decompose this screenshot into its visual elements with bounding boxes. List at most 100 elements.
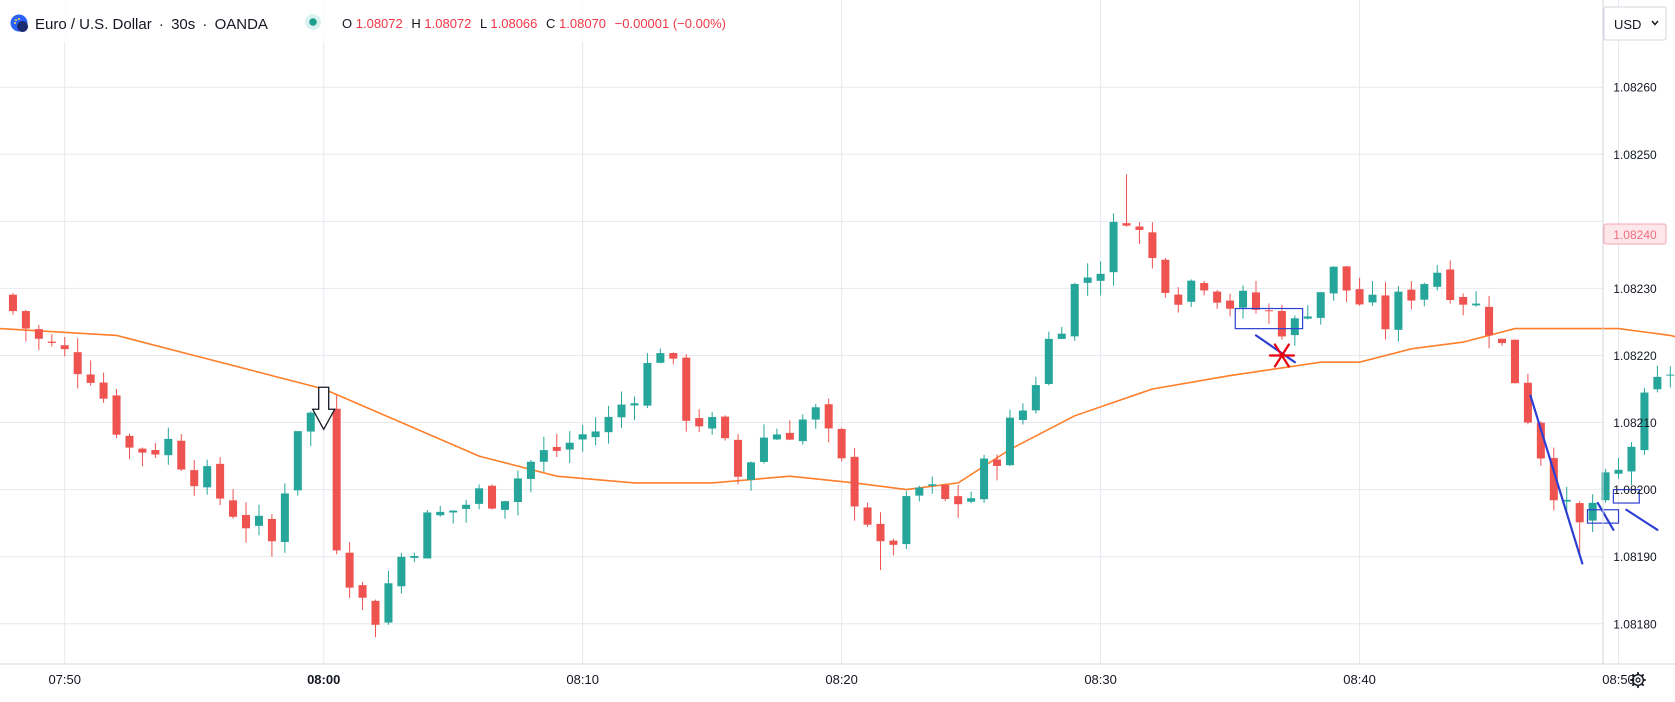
candle-body[interactable] (1226, 300, 1235, 309)
candle-body[interactable] (1407, 289, 1416, 301)
candle-body[interactable] (1355, 289, 1364, 305)
candle-body[interactable] (1536, 422, 1545, 459)
candle-body[interactable] (332, 408, 341, 551)
candle-body[interactable] (151, 450, 160, 455)
candle-body[interactable] (293, 431, 302, 491)
candle-body[interactable] (1381, 295, 1390, 330)
candle-body[interactable] (1044, 338, 1053, 385)
candle-body[interactable] (8, 294, 17, 312)
candle-body[interactable] (682, 357, 691, 421)
candle-body[interactable] (410, 555, 419, 558)
candle-body[interactable] (47, 341, 56, 343)
currency-selector[interactable]: USD (1603, 6, 1667, 41)
candle-body[interactable] (86, 374, 95, 383)
candle-body[interactable] (138, 448, 147, 453)
candle-body[interactable] (552, 446, 561, 451)
candle-body[interactable] (1575, 503, 1584, 523)
candle-body[interactable] (876, 523, 885, 542)
candle-body[interactable] (1303, 316, 1312, 319)
candle-body[interactable] (345, 552, 354, 588)
candle-body[interactable] (1070, 283, 1079, 337)
candle-body[interactable] (1083, 277, 1092, 283)
rectangle-drawing[interactable] (1612, 489, 1640, 504)
candle-body[interactable] (397, 556, 406, 587)
candle-body[interactable] (798, 419, 807, 442)
candle-body[interactable] (630, 403, 639, 406)
moving-average-line[interactable] (0, 188, 1675, 491)
trend-line-drawing[interactable] (1254, 334, 1296, 364)
rectangle-drawing[interactable] (1234, 307, 1304, 330)
trend-line-drawing[interactable] (1625, 508, 1659, 531)
candle-body[interactable] (60, 345, 69, 350)
candle-body[interactable] (229, 500, 238, 517)
candle-body[interactable] (669, 353, 678, 359)
candle-body[interactable] (371, 600, 380, 625)
candle-body[interactable] (1031, 385, 1040, 411)
candle-body[interactable] (1459, 296, 1468, 305)
candle-body[interactable] (1640, 392, 1649, 451)
candle-body[interactable] (488, 485, 497, 509)
candle-body[interactable] (1057, 333, 1066, 339)
candle-body[interactable] (604, 416, 613, 433)
candle-body[interactable] (1005, 417, 1014, 466)
candle-body[interactable] (1549, 458, 1558, 501)
candle-body[interactable] (462, 504, 471, 509)
candle-body[interactable] (1342, 266, 1351, 291)
candle-body[interactable] (656, 353, 665, 363)
candle-body[interactable] (1174, 294, 1183, 305)
candle-body[interactable] (449, 510, 458, 513)
candle-body[interactable] (928, 484, 937, 486)
candle-body[interactable] (1239, 290, 1248, 308)
candle-body[interactable] (1627, 446, 1636, 472)
trend-line-drawing[interactable] (1529, 394, 1584, 565)
price-axis[interactable]: 1.08260 1.08250 1.08230 1.08220 1.08210 1.082… (1602, 0, 1667, 664)
candle-body[interactable] (837, 428, 846, 459)
candle-body[interactable] (746, 462, 756, 480)
candle-body[interactable] (1187, 280, 1196, 302)
candle-body[interactable] (578, 434, 587, 440)
candle-body[interactable] (1562, 499, 1571, 502)
candle-body[interactable] (1018, 410, 1027, 420)
candle-body[interactable] (436, 511, 445, 516)
candle-body[interactable] (967, 498, 976, 502)
candle-body[interactable] (1485, 306, 1494, 336)
drawings-layer[interactable] (311, 258, 1675, 565)
candle-body[interactable] (1420, 284, 1429, 300)
candle-body[interactable] (617, 404, 626, 418)
candle-body[interactable] (177, 440, 186, 470)
candle-body[interactable] (591, 431, 600, 438)
candle-body[interactable] (1148, 232, 1157, 259)
candle-body[interactable] (242, 514, 251, 529)
candle-body[interactable] (1614, 469, 1623, 474)
time-axis[interactable]: 07:5008:0008:1008:2008:3008:4008:5009:00… (0, 663, 1675, 687)
candle-body[interactable] (1433, 272, 1442, 287)
candle-body[interactable] (889, 540, 898, 545)
candle-body[interactable] (1368, 294, 1377, 303)
candle-body[interactable] (811, 407, 820, 420)
candle-body[interactable] (526, 461, 535, 479)
candle-body[interactable] (1601, 472, 1610, 501)
candle-body[interactable] (125, 435, 134, 448)
candle-body[interactable] (695, 418, 704, 427)
candle-body[interactable] (954, 496, 963, 505)
candle-body[interactable] (1523, 382, 1532, 423)
candle-body[interactable] (423, 512, 432, 559)
candle-body[interactable] (475, 488, 484, 504)
candle-body[interactable] (980, 458, 989, 500)
candle-body[interactable] (1497, 338, 1507, 344)
candle-body[interactable] (643, 363, 652, 406)
candle-body[interactable] (1510, 339, 1519, 384)
candle-body[interactable] (734, 439, 743, 477)
candle-body[interactable] (915, 487, 924, 496)
candle-body[interactable] (565, 442, 574, 450)
candle-body[interactable] (112, 395, 121, 435)
candle-body[interactable] (993, 459, 1002, 466)
candle-body[interactable] (721, 416, 730, 439)
candle-body[interactable] (941, 485, 950, 499)
candle-body[interactable] (164, 438, 173, 456)
candle-body[interactable] (1394, 291, 1403, 330)
candle-body[interactable] (280, 493, 289, 542)
candle-body[interactable] (772, 434, 781, 440)
candle-body[interactable] (1200, 283, 1209, 291)
